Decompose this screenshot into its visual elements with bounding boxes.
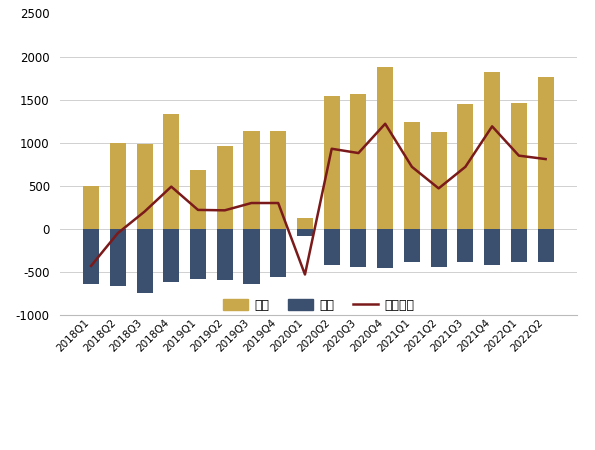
- Bar: [83, 186, 99, 229]
- Bar: [217, 229, 233, 280]
- Bar: [511, 103, 527, 229]
- Bar: [297, 218, 313, 229]
- Bar: [190, 229, 206, 279]
- Bar: [243, 229, 259, 284]
- Bar: [217, 146, 233, 229]
- Bar: [324, 229, 340, 265]
- Bar: [511, 229, 527, 261]
- Bar: [324, 96, 340, 229]
- Bar: [377, 229, 393, 269]
- Bar: [404, 122, 420, 229]
- Bar: [136, 229, 152, 293]
- Bar: [270, 130, 286, 229]
- Bar: [484, 72, 500, 229]
- Bar: [458, 104, 474, 229]
- Bar: [270, 229, 286, 277]
- Bar: [163, 229, 179, 282]
- Bar: [350, 229, 367, 267]
- Bar: [163, 114, 179, 229]
- Bar: [109, 229, 126, 286]
- Bar: [297, 229, 313, 236]
- Bar: [484, 229, 500, 265]
- Bar: [431, 131, 447, 229]
- Bar: [190, 170, 206, 229]
- Bar: [404, 229, 420, 261]
- Bar: [350, 94, 367, 229]
- Bar: [83, 229, 99, 284]
- Bar: [243, 130, 259, 229]
- Bar: [377, 67, 393, 229]
- Bar: [109, 143, 126, 229]
- Bar: [458, 229, 474, 262]
- Bar: [431, 229, 447, 267]
- Bar: [537, 229, 553, 261]
- Legend: 货物, 服务, 经常账户: 货物, 服务, 经常账户: [223, 299, 414, 312]
- Bar: [537, 77, 553, 229]
- Bar: [136, 144, 152, 229]
